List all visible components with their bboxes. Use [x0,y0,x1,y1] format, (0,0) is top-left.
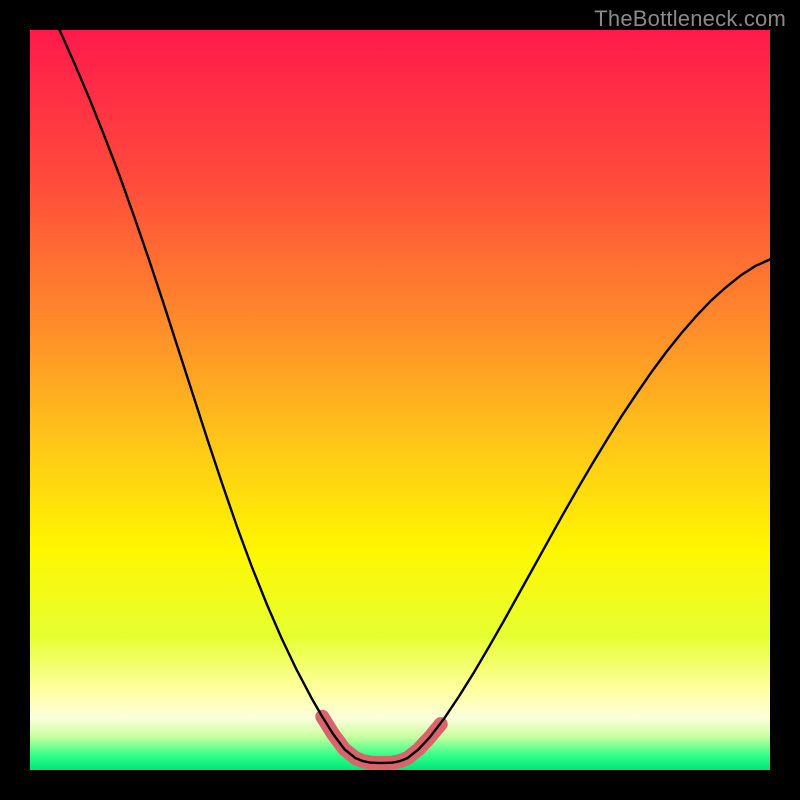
plot-svg [30,30,770,770]
plot-background [30,30,770,770]
outer-frame: TheBottleneck.com [0,0,800,800]
watermark-text: TheBottleneck.com [594,6,786,32]
plot-area [30,30,770,770]
